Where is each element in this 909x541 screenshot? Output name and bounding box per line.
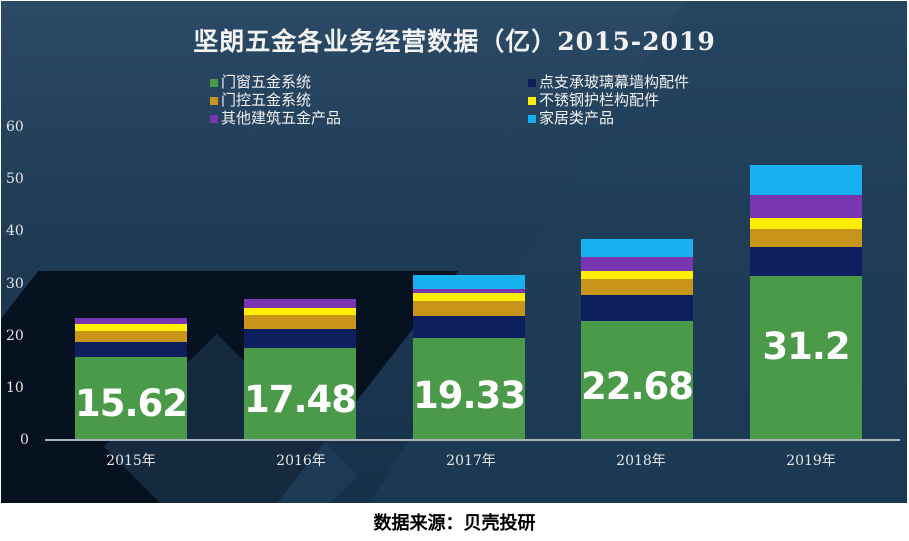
y-tick-label: 60	[6, 119, 24, 135]
legend-swatch-icon	[210, 114, 218, 123]
x-tick-label: 2019年	[786, 453, 836, 469]
data-label: 17.48	[244, 378, 357, 422]
data-label: 22.68	[581, 364, 694, 408]
bar-segment	[413, 338, 525, 439]
bar-2017年: 19.33	[413, 275, 526, 439]
legend-label: 门窗五金系统	[221, 73, 312, 91]
bar-segment	[75, 318, 187, 325]
y-tick-label: 30	[6, 276, 24, 292]
legend-item: 不锈钢护栏构配件	[528, 91, 659, 110]
y-tick-label: 40	[6, 223, 24, 239]
x-tick-label: 2018年	[616, 453, 666, 469]
bar-segment	[75, 324, 187, 331]
legend-swatch-icon	[528, 114, 536, 123]
bar-segment	[750, 228, 862, 247]
legend-item: 门控五金系统	[210, 91, 311, 110]
bar-segment	[750, 217, 862, 229]
bar-segment	[750, 194, 862, 218]
legend-swatch-icon	[528, 78, 536, 87]
bar-2015年: 15.62	[75, 318, 188, 439]
bar-segment	[413, 316, 525, 339]
legend-swatch-icon	[528, 96, 536, 105]
bar-segment	[244, 298, 356, 308]
bar-segment	[581, 238, 693, 258]
legend-item: 门窗五金系统	[210, 73, 311, 92]
y-tick-label: 20	[6, 328, 24, 344]
legend-item: 其他建筑五金产品	[210, 109, 341, 128]
bar-2018年: 22.68	[581, 238, 694, 439]
legend-label: 家居类产品	[539, 109, 615, 127]
legend-swatch-icon	[210, 96, 218, 105]
data-label: 31.2	[762, 324, 850, 368]
bar-segment	[75, 357, 187, 439]
legend-item: 家居类产品	[528, 109, 614, 128]
x-tick-label: 2016年	[276, 453, 326, 469]
bar-segment	[750, 165, 862, 195]
bar-segment	[581, 271, 693, 279]
legend-label: 不锈钢护栏构配件	[539, 91, 660, 109]
data-label: 19.33	[413, 373, 526, 417]
bar-segment	[581, 320, 693, 439]
legend-item: 点支承玻璃幕墙构配件	[528, 73, 689, 92]
bar-2019年: 31.2	[750, 165, 862, 439]
bar-segment	[581, 257, 693, 272]
bar-segment	[244, 315, 356, 330]
bar-segment	[750, 246, 862, 277]
bar-segment	[581, 278, 693, 295]
legend-swatch-icon	[210, 78, 218, 87]
bar-segment	[413, 288, 525, 293]
bar-segment	[413, 292, 525, 301]
chart-title: 坚朗五金各业务经营数据（亿）2015-2019	[193, 27, 716, 56]
y-tick-label: 50	[6, 171, 24, 187]
bar-segment	[244, 329, 356, 348]
data-source-caption: 数据来源：贝壳投研	[373, 513, 536, 534]
bar-segment	[750, 276, 862, 439]
bar-segment	[413, 275, 525, 289]
y-tick-label: 10	[6, 380, 24, 396]
x-tick-label: 2017年	[446, 453, 496, 469]
legend-label: 点支承玻璃幕墙构配件	[539, 73, 690, 91]
legend-label: 门控五金系统	[221, 91, 312, 109]
bar-segment	[581, 294, 693, 321]
x-axis-line	[45, 439, 900, 441]
y-tick-label: 0	[20, 432, 29, 448]
bar-segment	[75, 330, 187, 342]
bar-2016年: 17.48	[244, 298, 357, 439]
bar-segment	[75, 341, 187, 358]
data-label: 15.62	[75, 381, 188, 425]
bar-segment	[244, 347, 356, 439]
bar-segment	[244, 307, 356, 316]
legend-label: 其他建筑五金产品	[221, 109, 342, 127]
x-tick-label: 2015年	[106, 453, 156, 469]
bar-segment	[413, 300, 525, 317]
